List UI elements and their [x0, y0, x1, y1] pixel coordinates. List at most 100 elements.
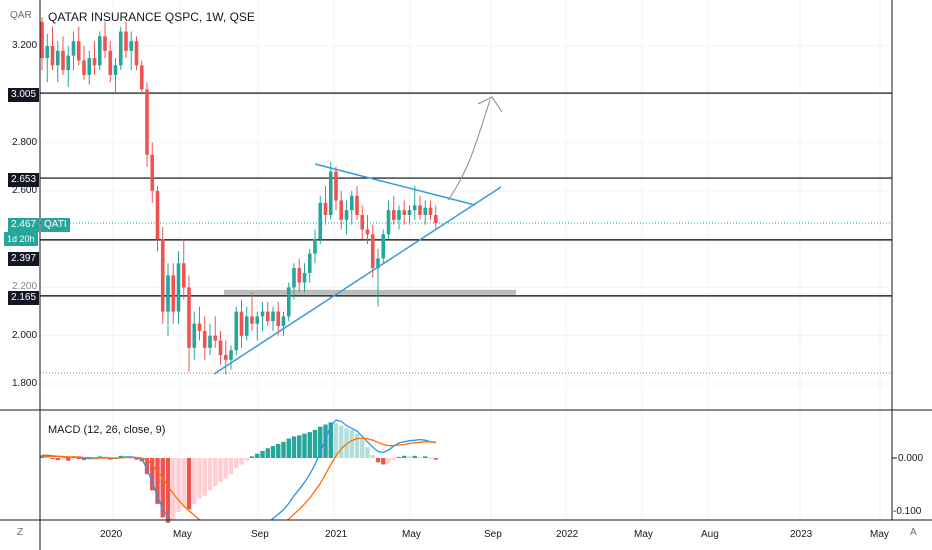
time-tick: Sep [484, 529, 502, 540]
macd-histogram-bar [60, 458, 66, 460]
candle-body [260, 311, 265, 317]
ascending-trendline [213, 186, 502, 375]
candle-body [334, 171, 338, 201]
candle-body [50, 46, 55, 66]
candle-body [286, 287, 291, 317]
candle-body [386, 210, 391, 235]
macd-histogram-bar [281, 441, 286, 458]
candle-body [108, 50, 113, 75]
candle-body [155, 190, 160, 240]
macd-histogram-bar [386, 458, 391, 464]
macd-histogram-bar [228, 458, 234, 475]
candle-body [244, 316, 249, 336]
macd-histogram-bar [207, 458, 213, 491]
candle-body [197, 323, 202, 331]
candle-body [171, 275, 176, 312]
candle-body [87, 58, 92, 75]
candle-body [160, 239, 165, 312]
candle-body [66, 55, 71, 71]
time-tick: 2021 [325, 529, 348, 540]
macd-histogram-bar [312, 429, 318, 458]
candle-body [318, 202, 323, 240]
macd-histogram-bar [349, 429, 354, 458]
time-tick: 2023 [790, 529, 813, 540]
price-tick: 2.200 [12, 281, 38, 292]
macd-histogram-bar [144, 458, 150, 475]
macd-histogram-bar [244, 458, 249, 461]
candle-body [360, 215, 365, 230]
candle-body [391, 210, 396, 220]
candle-body [218, 340, 223, 356]
candle-body [61, 50, 65, 71]
macd-histogram-bar [407, 456, 412, 458]
candle-body [55, 50, 60, 66]
macd-histogram-bar [197, 458, 202, 499]
macd-histogram-bar [276, 443, 281, 458]
level-badge: 2.165 [8, 291, 40, 305]
candle-body [313, 239, 317, 254]
macd-histogram-bar [302, 433, 307, 458]
macd-histogram-bar [375, 458, 381, 463]
macd-histogram-bar [202, 458, 207, 496]
time-tick: 2020 [100, 529, 123, 540]
candle-body [166, 275, 170, 312]
last-price-badge: 2.467 [8, 218, 40, 232]
macd-histogram-bar [333, 423, 339, 458]
macd-indicator-title[interactable]: MACD (12, 26, close, 9) [48, 424, 166, 436]
macd-histogram-bar [402, 455, 407, 458]
macd-histogram-bar [391, 458, 396, 461]
candle-body [40, 21, 44, 59]
time-tick: 2022 [556, 529, 579, 540]
candle-body [297, 268, 302, 283]
candle-body [71, 41, 76, 56]
candle-body [76, 41, 81, 61]
auto-scale-button[interactable]: A [910, 527, 917, 538]
macd-histogram-bar [213, 458, 218, 487]
price-tick: 2.600 [12, 185, 38, 196]
candle-body [281, 316, 286, 327]
candle-body [223, 355, 228, 360]
candle-body [202, 330, 207, 348]
macd-histogram-bar [218, 458, 223, 483]
candle-body [355, 195, 359, 215]
support-zone-layer [224, 289, 516, 295]
candle-body [365, 229, 370, 235]
candle-body [307, 253, 312, 273]
macd-histogram-bar [360, 439, 365, 458]
macd-histogram-bar [328, 422, 333, 458]
candle-body [407, 210, 412, 215]
candle-body [145, 89, 149, 155]
candle-body [328, 171, 333, 215]
candle-body [124, 31, 128, 51]
candle-body [103, 36, 107, 51]
candle-body [344, 210, 349, 220]
macd-histogram-bar [150, 458, 155, 491]
candle-body [423, 207, 428, 215]
macd-histogram-bar [45, 456, 50, 458]
zoom-reset-button[interactable]: Z [17, 527, 24, 538]
projection-arrow-head [477, 96, 503, 113]
support-zone [224, 289, 516, 295]
time-tick: May [402, 529, 421, 540]
macd-histogram-bar [396, 456, 402, 458]
candle-body [129, 41, 134, 51]
chart-title: QATAR INSURANCE QSPC, 1W, QSE [48, 10, 255, 24]
candle-body [418, 205, 422, 215]
candle-body [412, 205, 417, 211]
macd-histogram-bar [181, 458, 186, 507]
time-tick: Aug [701, 529, 719, 540]
macd-tick: 0.000 [898, 453, 924, 464]
price-tick: 1.800 [12, 378, 38, 389]
candle-body [139, 65, 144, 90]
candle-body [250, 316, 254, 324]
macd-histogram-bar [339, 425, 344, 458]
candle-body [150, 154, 155, 191]
projection-arrow [447, 99, 491, 201]
candle-body [45, 46, 50, 59]
candle-body [234, 311, 239, 351]
candle-body [428, 207, 433, 215]
macd-histogram-bar [265, 448, 270, 458]
candle-body [208, 335, 212, 348]
